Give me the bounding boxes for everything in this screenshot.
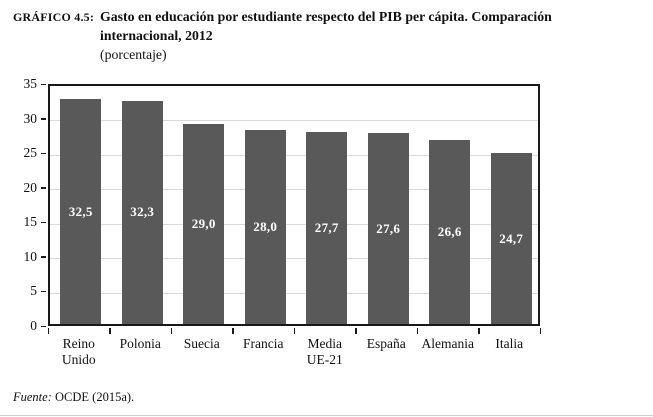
bar-value-label: 26,6: [437, 224, 462, 240]
x-axis-tick-0: [47, 328, 49, 334]
x-axis-category-label-Suecia: Suecia: [183, 336, 220, 351]
x-axis-category-label-Italia: Italia: [495, 336, 524, 351]
x-axis-category-label-Polonia: Polonia: [119, 336, 161, 351]
y-axis-tick-label-10: 10: [23, 248, 38, 264]
y-axis-tick-15: [41, 221, 46, 224]
gridline-y-5: [50, 292, 538, 294]
bar-chart-plot-area: 32,5 32,3 29,0 28,0 27,7 27,6 26,6 24,7: [48, 84, 540, 326]
x-axis-category-label-Francia: Francia: [243, 336, 284, 351]
x-axis-tick-1: [109, 328, 111, 334]
figure-title: Gasto en educación por estudiante respec…: [100, 7, 645, 64]
x-axis-tick-2: [170, 328, 172, 334]
x-axis-tick-7: [478, 328, 480, 334]
source-text: OCDE (2015a).: [55, 390, 135, 404]
figure-title-line-2: internacional, 2012: [100, 28, 213, 43]
bar-Italia: 24,7: [490, 153, 532, 324]
source-note: Fuente: OCDE (2015a).: [13, 390, 134, 405]
bar-Francia: 28,0: [244, 130, 286, 324]
y-axis-tick-35: [41, 83, 46, 85]
gridline-y-15: [50, 223, 538, 225]
figure-number-label: GRÁFICO 4.5:: [13, 10, 95, 24]
bar-value-label: 24,7: [499, 230, 524, 246]
x-axis-category-label-España: España: [366, 336, 406, 351]
gridline-y-25: [50, 154, 538, 156]
figure-subtitle: (porcentaje): [100, 47, 167, 62]
x-axis-tick-4: [293, 328, 295, 334]
bar-Polonia: 32,3: [121, 100, 163, 324]
y-axis-tick-label-15: 15: [23, 214, 38, 230]
x-axis-category-label-Media UE-21: Media UE-21: [306, 336, 343, 367]
bar-Alemania: 26,6: [429, 140, 471, 324]
x-axis-category-label-Reino Unido: Reino Unido: [61, 336, 96, 367]
y-axis-tick-20: [41, 187, 46, 189]
y-axis-tick-label-35: 35: [23, 76, 38, 91]
source-label: Fuente:: [13, 390, 52, 404]
y-axis-tick-label-25: 25: [23, 145, 38, 161]
bar-Media UE-21: 27,7: [306, 132, 348, 324]
y-axis-tick-25: [41, 152, 46, 155]
y-axis-tick-label-0: 0: [30, 318, 37, 333]
bar-value-label: 27,6: [376, 220, 401, 236]
bar-Reino Unido: 32,5: [60, 99, 102, 324]
x-axis-category-label-Alemania: Alemania: [421, 336, 474, 351]
y-axis-tick-0: [41, 325, 46, 327]
bar-value-label: 32,3: [130, 204, 155, 220]
gridline-y-20: [50, 189, 538, 191]
gridline-y-10: [50, 258, 538, 260]
bar-value-label: 27,7: [314, 220, 339, 236]
x-axis-tick-5: [355, 328, 357, 334]
y-axis-tick-5: [41, 290, 46, 293]
bar-value-label: 28,0: [253, 219, 278, 235]
bar-Suecia: 29,0: [183, 123, 225, 324]
figure-title-line-1: Gasto en educación por estudiante respec…: [100, 9, 552, 24]
bottom-divider: [0, 415, 653, 416]
gridline-y-30: [50, 120, 538, 122]
bar-value-label: 32,5: [68, 203, 93, 219]
x-axis-tick-3: [232, 328, 234, 334]
y-axis-tick-label-5: 5: [30, 283, 37, 299]
bar-España: 27,6: [367, 133, 409, 324]
bar-value-label: 29,0: [191, 215, 216, 231]
y-axis-tick-label-30: 30: [23, 110, 38, 126]
y-axis-tick-10: [41, 256, 46, 258]
y-axis-tick-label-20: 20: [23, 179, 38, 195]
x-axis-tick-6: [416, 328, 418, 334]
y-axis-tick-30: [41, 118, 46, 120]
x-axis-tick-8: [539, 328, 541, 334]
